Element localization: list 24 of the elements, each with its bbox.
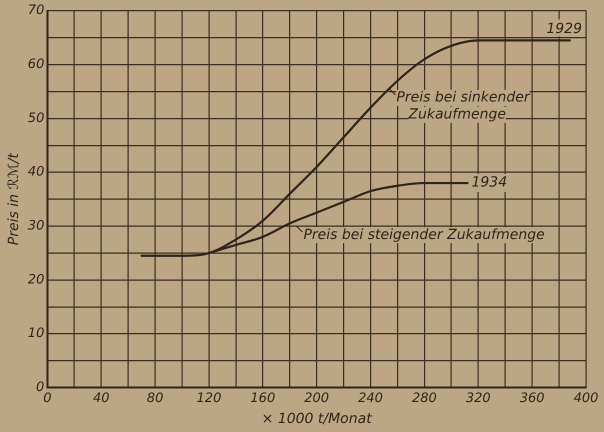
x-tick-label: 200: [304, 390, 330, 406]
series-label: 1929: [546, 21, 582, 38]
x-tick-label: 320: [466, 390, 491, 406]
annotation: Preis bei sinkender Zukaufmenge: [396, 89, 531, 122]
series-label: 1934: [471, 174, 508, 191]
y-tick-label: 70: [28, 3, 44, 18]
x-tick-label: 80: [146, 390, 164, 406]
y-tick-label: 10: [28, 326, 44, 342]
y-tick-label: 50: [28, 110, 44, 126]
x-tick-label: 120: [196, 390, 222, 406]
annotation: Preis bei steigender Zukaufmenge: [303, 226, 545, 243]
y-tick-label: 60: [28, 57, 44, 72]
y-tick-label: 0: [36, 380, 44, 395]
y-tick-label: 30: [28, 218, 44, 234]
y-axis-title: Preis in ℛℳ/t: [6, 152, 22, 246]
y-tick-label: 40: [28, 164, 44, 180]
y-tick-label: 20: [28, 272, 44, 288]
x-axis-title: × 1000 t/Monat: [262, 411, 372, 428]
x-tick-label: 360: [520, 390, 545, 406]
x-tick-label: 240: [358, 390, 383, 406]
x-tick-label: 40: [92, 390, 110, 406]
x-tick-label: 160: [250, 390, 276, 406]
x-tick-label: 400: [574, 390, 598, 406]
x-tick-label: 280: [412, 390, 437, 406]
